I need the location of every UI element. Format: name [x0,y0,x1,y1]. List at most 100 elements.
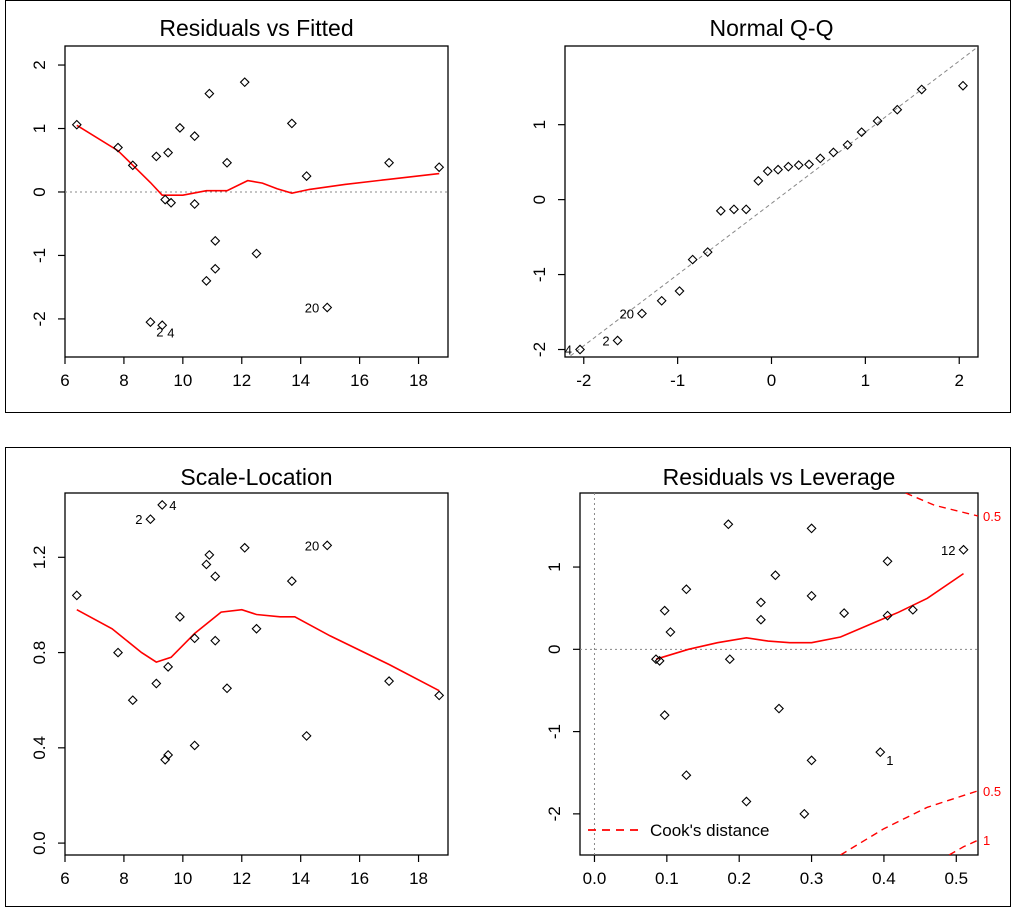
x-tick-label: -1 [670,371,685,390]
data-point [251,623,262,634]
data-point [856,127,867,138]
data-point [286,118,297,129]
point-label: 4 [169,498,176,513]
x-tick-label: 10 [173,869,192,888]
cooks-contour-label: 1 [983,833,990,848]
data-point [958,80,968,91]
y-tick-label: -2 [30,311,49,326]
plot-frame [64,492,449,856]
data-point [828,147,839,158]
x-tick-label: 0.0 [583,869,607,888]
data-point [793,160,804,171]
data-point [907,604,918,615]
panel-2: Normal Q-Q -2 -1 0 1 2 -2 -1 0 1 4 2 20 [530,15,979,390]
point-label: 2 [156,324,163,339]
cooks-distance-contour [905,493,978,517]
data-point [239,77,250,88]
x-tick-label: 14 [291,869,310,888]
data-point [762,166,773,177]
point-label: 2 [602,334,609,349]
data-point [774,703,784,714]
bottom-figure-frame [5,447,1011,907]
point-label: 20 [305,300,319,315]
data-point [741,204,752,215]
data-point [656,295,667,306]
data-point [806,590,817,601]
data-point [201,275,212,286]
data-point [724,654,735,665]
data-point [157,499,168,510]
data-point [163,749,174,760]
point-label: 20 [619,307,633,322]
data-point [434,162,445,173]
data-point [715,205,726,216]
x-tick-label: 8 [119,371,128,390]
data-point [145,317,156,328]
smooth-line [76,608,440,692]
data-point [815,153,826,164]
data-point [127,695,138,706]
data-point [222,157,233,168]
data-point [681,770,692,781]
y-tick-label: 2 [30,60,49,69]
legend-label: Cook's distance [650,821,769,840]
cooks-contour-label: 0.5 [983,509,1001,524]
y-tick-label: 0.8 [30,641,49,665]
data-point [145,514,156,525]
panel-3: Scale-Location 6 8 10 12 14 16 18 0.0 0.4 0.8 1.2 4 2… [30,464,449,888]
x-tick-label: 0.5 [944,869,968,888]
x-tick-label: 6 [60,371,69,390]
data-point [702,247,713,258]
data-point [687,254,698,265]
data-point [804,159,815,170]
data-point [189,740,200,751]
y-tick-label: 0 [545,645,564,654]
x-tick-label: 14 [291,371,310,390]
x-tick-label: 12 [232,869,251,888]
point-label: 4 [167,325,174,340]
data-point [882,610,893,621]
data-point [839,608,850,619]
y-tick-label: 0 [530,195,549,204]
data-point [286,576,297,587]
plot-frame [579,492,979,856]
plot-frame [64,45,449,358]
data-point [384,676,395,687]
data-point [71,590,82,601]
y-tick-label: 1 [530,120,549,129]
data-point [151,678,162,689]
data-point [189,131,200,142]
y-tick-label: 0.4 [30,736,49,760]
plot-title: Residuals vs Fitted [159,15,353,41]
data-point [958,544,969,555]
data-point [322,302,333,313]
plot-title: Scale-Location [180,464,332,490]
x-tick-label: 8 [119,869,128,888]
data-point [384,157,395,168]
plot-title: Residuals vs Leverage [663,464,896,490]
x-tick-label: 10 [173,371,192,390]
data-point [301,730,312,741]
x-tick-label: 0.3 [800,869,824,888]
data-point [799,808,810,819]
point-label: 4 [565,343,572,358]
data-point [806,523,817,534]
data-point [210,263,221,274]
data-point [636,308,647,319]
data-point [222,683,233,694]
data-point [659,710,670,721]
x-tick-label: 2 [954,371,963,390]
x-tick-label: 0.4 [872,869,896,888]
data-point [322,540,333,551]
data-point [659,605,670,616]
y-tick-label: 1.2 [30,545,49,569]
x-tick-label: 0.2 [727,869,751,888]
data-point [755,614,766,625]
data-point [674,286,685,297]
x-tick-label: 18 [409,869,428,888]
x-tick-label: 0 [767,371,776,390]
x-tick-label: -2 [576,371,591,390]
data-point [806,755,817,766]
